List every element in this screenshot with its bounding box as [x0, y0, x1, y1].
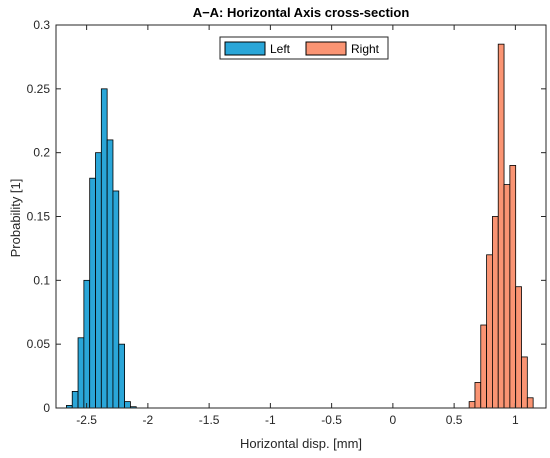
- y-axis-label: Probability [1]: [8, 179, 23, 258]
- x-tick-label: -1.5: [199, 413, 220, 427]
- legend-swatch-left: [224, 41, 266, 56]
- x-tick-label: 0: [390, 413, 397, 427]
- bar-right-7: [509, 165, 517, 409]
- bar-right-1: [474, 382, 482, 409]
- ticks-layer: -2.5 -2 -1.5 -1 -0.5 0 0.5 1 0 0.05 0.1 0.15 0.2 0.25…: [27, 18, 546, 427]
- x-tick-label: 1: [512, 413, 519, 427]
- bar-right-0: [468, 401, 476, 409]
- bar-right-10: [526, 397, 534, 409]
- legend-label-right: Right: [351, 42, 380, 56]
- x-tick-label: -2.5: [76, 413, 97, 427]
- x-axis-label: Horizontal disp. [mm]: [240, 436, 362, 451]
- bar-right-4: [492, 216, 499, 409]
- bar-left-3: [83, 279, 91, 409]
- x-tick-label: -0.5: [321, 413, 342, 427]
- y-tick-label: 0.15: [27, 210, 51, 224]
- bar-right-8: [515, 286, 522, 409]
- bar-left-6: [100, 88, 108, 409]
- legend-swatch-right: [305, 41, 347, 56]
- bar-left-7: [106, 139, 114, 409]
- y-tick-label: 0: [43, 401, 50, 415]
- bar-left-5: [95, 152, 102, 409]
- bar-right-3: [486, 254, 493, 409]
- y-tick-label: 0.1: [33, 273, 50, 287]
- x-tick-label: 0.5: [446, 413, 463, 427]
- bar-left-4: [89, 177, 96, 409]
- y-tick-label: 0.2: [33, 146, 50, 160]
- bar-left-1: [71, 391, 79, 409]
- chart-title: A−A: Horizontal Axis cross-section: [193, 5, 410, 20]
- bar-right-2: [480, 324, 487, 409]
- bar-left-10: [124, 401, 131, 409]
- bar-left-8: [112, 190, 120, 409]
- bar-right-5: [497, 43, 505, 409]
- axes-box: [55, 24, 547, 409]
- bar-right-9: [521, 356, 528, 409]
- legend-label-left: Left: [270, 42, 291, 56]
- y-tick-label: 0.25: [27, 82, 51, 96]
- legend: Left Right: [219, 36, 389, 60]
- bar-right-6: [503, 184, 511, 409]
- x-tick-label: -1: [265, 413, 276, 427]
- y-tick-label: 0.3: [33, 18, 50, 32]
- bars-layer: [66, 43, 534, 409]
- bar-left-2: [77, 337, 85, 409]
- y-tick-label: 0.05: [27, 337, 51, 351]
- bar-left-9: [118, 343, 125, 409]
- x-tick-label: -2: [143, 413, 154, 427]
